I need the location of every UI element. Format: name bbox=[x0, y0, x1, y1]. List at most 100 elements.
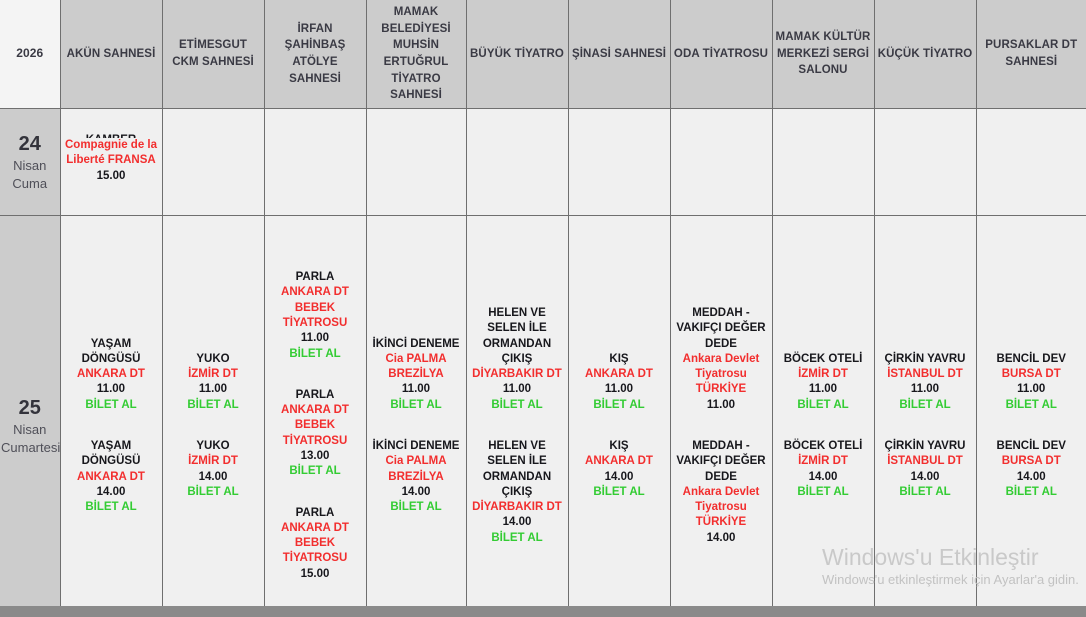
event-entry[interactable]: YAŞAM DÖNGÜSÜ ANKARA DT 11.00 BİLET AL bbox=[63, 337, 160, 413]
venue-header-buyuk-tiyatro: BÜYÜK TİYATRO bbox=[466, 0, 569, 109]
schedule-cell-25-kucuk: ÇİRKİN YAVRU İSTANBUL DT 11.00 BİLET AL … bbox=[874, 215, 977, 617]
event-entry[interactable]: KIŞ ANKARA DT 11.00 BİLET AL bbox=[571, 352, 668, 413]
event-time: 11.00 bbox=[401, 383, 431, 396]
buy-ticket-link[interactable]: BİLET AL bbox=[187, 398, 239, 411]
event-company: İSTANBUL DT bbox=[887, 368, 963, 381]
event-entry[interactable]: İKİNCİ DENEME Cia PALMA BREZİLYA 11.00 B… bbox=[369, 337, 464, 413]
table-header: 2026 AKÜN SAHNESİ ETİMESGUT CKM SAHNESİ … bbox=[0, 0, 1086, 109]
event-entry[interactable]: MEDDAH - VAKIFÇI DEĞER DEDE Ankara Devle… bbox=[673, 439, 770, 546]
event-title: PARLA bbox=[295, 271, 335, 284]
event-time: 14.00 bbox=[604, 470, 634, 483]
event-company: ANKARA DT BEBEK TİYATROSU bbox=[281, 521, 349, 565]
schedule-cell-25-sinasi: KIŞ ANKARA DT 11.00 BİLET AL KIŞ ANKARA … bbox=[568, 215, 671, 617]
buy-ticket-link[interactable]: BİLET AL bbox=[289, 347, 341, 360]
venue-header-etimesgut-ckm: ETİMESGUT CKM SAHNESİ bbox=[162, 0, 265, 109]
buy-ticket-link[interactable]: BİLET AL bbox=[1005, 398, 1057, 411]
buy-ticket-link[interactable]: BİLET AL bbox=[797, 398, 849, 411]
buy-ticket-link[interactable]: BİLET AL bbox=[491, 531, 543, 544]
event-company: DİYARBAKIR DT bbox=[472, 368, 562, 381]
event-entry[interactable]: PARLA ANKARA DT BEBEK TİYATROSU 13.00 Bİ… bbox=[267, 388, 364, 480]
event-time: 11.00 bbox=[96, 383, 126, 396]
schedule-cell-25-pursaklar: BENCİL DEV BURSA DT 11.00 BİLET AL BENCİ… bbox=[976, 215, 1086, 617]
event-entry[interactable]: KIŞ ANKARA DT 14.00 BİLET AL bbox=[571, 439, 668, 500]
event-title: BÖCEK OTELİ bbox=[783, 352, 863, 365]
event-title: ÇİRKİN YAVRU bbox=[884, 440, 966, 453]
event-entry[interactable]: YUKO İZMİR DT 11.00 BİLET AL bbox=[165, 352, 262, 413]
buy-ticket-link[interactable]: BİLET AL bbox=[899, 398, 951, 411]
event-entry[interactable]: BENCİL DEV BURSA DT 14.00 BİLET AL bbox=[979, 439, 1085, 500]
buy-ticket-link[interactable]: BİLET AL bbox=[85, 501, 137, 514]
schedule-cell-24-mamak-me bbox=[366, 108, 467, 216]
event-company: Ankara Devlet Tiyatrosu TÜRKİYE bbox=[682, 352, 760, 396]
event-entry[interactable]: BÖCEK OTELİ İZMİR DT 11.00 BİLET AL bbox=[775, 352, 872, 413]
event-entry[interactable]: ÇİRKİN YAVRU İSTANBUL DT 14.00 BİLET AL bbox=[877, 439, 974, 500]
buy-ticket-link[interactable]: BİLET AL bbox=[593, 485, 645, 498]
event-time: 14.00 bbox=[910, 470, 940, 483]
event-entry[interactable]: YAŞAM DÖNGÜSÜ ANKARA DT 14.00 BİLET AL bbox=[63, 439, 160, 515]
event-time: 14.00 bbox=[502, 516, 532, 529]
event-title: YAŞAM DÖNGÜSÜ bbox=[81, 440, 141, 468]
event-company: ANKARA DT BEBEK TİYATROSU bbox=[281, 286, 349, 329]
event-title: KIŞ bbox=[609, 440, 629, 453]
schedule-cell-25-irfan: PARLA ANKARA DT BEBEK TİYATROSU 11.00 Bİ… bbox=[264, 215, 367, 617]
event-entry[interactable]: BENCİL DEV BURSA DT 11.00 BİLET AL bbox=[979, 352, 1085, 413]
event-entry[interactable]: İKİNCİ DENEME Cia PALMA BREZİLYA 14.00 B… bbox=[369, 439, 464, 515]
day-row-25: 25 Nisan Cumartesi YAŞAM DÖNGÜSÜ ANKARA … bbox=[0, 215, 1086, 617]
event-title: HELEN VE SELEN İLE ORMANDAN ÇIKIŞ bbox=[482, 440, 552, 498]
event-title: ÇİRKİN YAVRU bbox=[884, 352, 966, 365]
event-entry[interactable]: MEDDAH - VAKIFÇI DEĞER DEDE Ankara Devle… bbox=[673, 306, 770, 413]
event-company: Cia PALMA BREZİLYA bbox=[385, 455, 447, 483]
event-entry[interactable]: ÇİRKİN YAVRU İSTANBUL DT 11.00 BİLET AL bbox=[877, 352, 974, 413]
schedule-cell-25-mamak-kultur: BÖCEK OTELİ İZMİR DT 11.00 BİLET AL BÖCE… bbox=[772, 215, 875, 617]
event-entry[interactable]: BÖCEK OTELİ İZMİR DT 14.00 BİLET AL bbox=[775, 439, 872, 500]
event-time: 14.00 bbox=[96, 485, 126, 498]
table-body: 24 Nisan Cuma KAMBER Compagnie de la Lib… bbox=[0, 108, 1086, 617]
buy-ticket-link[interactable]: BİLET AL bbox=[797, 485, 849, 498]
event-company: İZMİR DT bbox=[188, 455, 238, 468]
event-title: MEDDAH - VAKIFÇI DEĞER DEDE bbox=[676, 440, 766, 483]
event-time: 14.00 bbox=[808, 470, 838, 483]
event-time: 11.00 bbox=[910, 383, 940, 396]
event-title-clipped: KAMBER bbox=[63, 133, 160, 138]
event-time: 14.00 bbox=[706, 531, 736, 544]
event-company: Cia PALMA BREZİLYA bbox=[385, 352, 447, 381]
event-time: 13.00 bbox=[300, 449, 330, 462]
date-month: Nisan bbox=[13, 157, 47, 173]
date-cell-24: 24 Nisan Cuma bbox=[0, 108, 61, 216]
event-entry[interactable]: PARLA ANKARA DT BEBEK TİYATROSU 15.00 bbox=[267, 506, 364, 582]
day-row-24: 24 Nisan Cuma KAMBER Compagnie de la Lib… bbox=[0, 108, 1086, 216]
event-company: ANKARA DT bbox=[585, 455, 653, 468]
event-entry[interactable]: YUKO İZMİR DT 14.00 BİLET AL bbox=[165, 439, 262, 500]
date-month: Nisan bbox=[13, 421, 47, 437]
venue-header-sinasi-sahnesi: ŞİNASİ SAHNESİ bbox=[568, 0, 671, 109]
buy-ticket-link[interactable]: BİLET AL bbox=[899, 485, 951, 498]
buy-ticket-link[interactable]: BİLET AL bbox=[390, 501, 442, 514]
buy-ticket-link[interactable]: BİLET AL bbox=[491, 398, 543, 411]
event-title: İKİNCİ DENEME bbox=[372, 440, 460, 453]
event-title: KIŞ bbox=[609, 352, 629, 365]
venue-header-kucuk-tiyatro: KÜÇÜK TİYATRO bbox=[874, 0, 977, 109]
event-title: PARLA bbox=[295, 506, 335, 519]
buy-ticket-link[interactable]: BİLET AL bbox=[1005, 485, 1057, 498]
event-entry[interactable]: PARLA ANKARA DT BEBEK TİYATROSU 11.00 Bİ… bbox=[267, 270, 364, 362]
buy-ticket-link[interactable]: BİLET AL bbox=[85, 398, 137, 411]
schedule-cell-24-sinasi bbox=[568, 108, 671, 216]
buy-ticket-link[interactable]: BİLET AL bbox=[390, 398, 442, 411]
event-company: ANKARA DT bbox=[77, 470, 145, 483]
event-title: BENCİL DEV bbox=[996, 440, 1066, 453]
buy-ticket-link[interactable]: BİLET AL bbox=[289, 465, 341, 478]
event-entry[interactable]: KAMBER Compagnie de la Liberté FRANSA 15… bbox=[63, 133, 160, 184]
horizontal-scrollbar[interactable] bbox=[0, 606, 1086, 617]
event-entry[interactable]: HELEN VE SELEN İLE ORMANDAN ÇIKIŞ DİYARB… bbox=[469, 439, 566, 546]
event-company: ANKARA DT BEBEK TİYATROSU bbox=[281, 404, 349, 447]
event-title: İKİNCİ DENEME bbox=[372, 337, 460, 350]
event-company: Ankara Devlet Tiyatrosu TÜRKİYE bbox=[682, 485, 760, 529]
buy-ticket-link[interactable]: BİLET AL bbox=[187, 485, 239, 498]
buy-ticket-link[interactable]: BİLET AL bbox=[593, 398, 645, 411]
event-entry[interactable]: HELEN VE SELEN İLE ORMANDAN ÇIKIŞ DİYARB… bbox=[469, 306, 566, 413]
event-time: 11.00 bbox=[502, 383, 532, 396]
event-company: Compagnie de la Liberté FRANSA bbox=[64, 139, 158, 167]
date-weekday: Cumartesi bbox=[1, 439, 60, 455]
event-company: İZMİR DT bbox=[798, 368, 848, 381]
